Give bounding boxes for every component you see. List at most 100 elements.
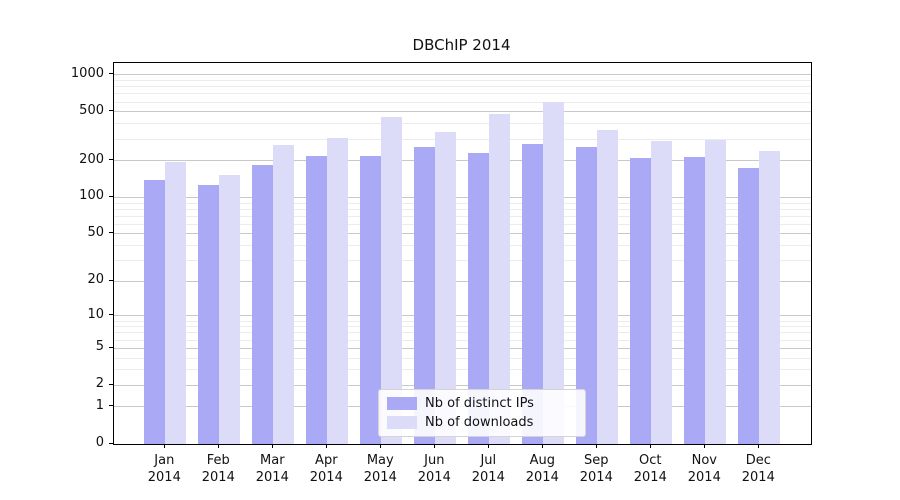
bar-ips-feb <box>198 184 220 444</box>
y-axis-tick <box>109 346 113 348</box>
x-axis-tick-label: Mar 2014 <box>255 453 289 485</box>
x-axis-tick-label: May 2014 <box>363 453 397 485</box>
x-axis-tick-label: Jun 2014 <box>417 453 451 485</box>
bar-downloads-apr <box>327 138 349 444</box>
y-axis-tick-label: 2 <box>95 376 104 392</box>
bar-ips-nov <box>684 157 706 444</box>
y-axis-tick <box>109 383 113 385</box>
plot-area <box>113 62 812 445</box>
y-axis-tick-label: 200 <box>79 151 104 167</box>
minor-gridline <box>114 357 811 359</box>
bar-downloads-sep <box>597 130 619 444</box>
minor-gridline <box>114 93 811 95</box>
legend-swatch-downloads <box>387 416 417 429</box>
y-axis-tick <box>109 110 113 112</box>
bar-ips-jul <box>468 153 490 444</box>
bar-ips-sep <box>576 147 598 444</box>
y-axis-tick <box>109 195 113 197</box>
y-axis-tick-label: 5 <box>95 339 104 355</box>
legend-label-distinct-ips: Nb of distinct IPs <box>425 396 534 411</box>
x-axis-tick <box>649 444 651 448</box>
y-axis-tick <box>109 159 113 161</box>
bar-ips-may <box>360 155 382 444</box>
y-axis-tick <box>109 314 113 316</box>
bar-downloads-aug <box>543 102 565 444</box>
x-axis-tick-label: Feb 2014 <box>201 453 235 485</box>
y-axis-tick-label: 20 <box>87 272 104 288</box>
y-axis-tick <box>109 279 113 281</box>
bar-downloads-dec <box>759 151 781 444</box>
bar-ips-jan <box>144 179 166 444</box>
y-axis-tick-label: 100 <box>79 188 104 204</box>
major-gridline <box>114 196 811 198</box>
x-axis-tick <box>541 444 543 448</box>
y-axis-tick <box>109 442 113 444</box>
minor-gridline <box>114 245 811 247</box>
bar-ips-mar <box>252 164 274 444</box>
x-axis-tick-label: Apr 2014 <box>309 453 343 485</box>
x-axis-tick <box>379 444 381 448</box>
x-axis-tick <box>757 444 759 448</box>
x-axis-tick-label: Jul 2014 <box>471 453 505 485</box>
x-axis-tick <box>595 444 597 448</box>
minor-gridline <box>114 326 811 328</box>
minor-gridline <box>114 86 811 88</box>
minor-gridline <box>114 320 811 322</box>
x-axis-tick <box>163 444 165 448</box>
major-gridline <box>114 233 811 235</box>
x-axis-tick-label: Aug 2014 <box>525 453 559 485</box>
bar-ips-oct <box>630 158 652 444</box>
minor-gridline <box>114 123 811 125</box>
bar-downloads-jul <box>489 114 511 444</box>
minor-gridline <box>114 208 811 210</box>
minor-gridline <box>114 80 811 82</box>
bar-downloads-nov <box>705 140 727 444</box>
minor-gridline <box>114 138 811 140</box>
legend-swatch-distinct-ips <box>387 397 417 410</box>
legend-entry-distinct-ips: Nb of distinct IPs <box>387 396 577 411</box>
legend: Nb of distinct IPs Nb of downloads <box>378 389 586 437</box>
x-axis-tick <box>703 444 705 448</box>
x-axis-tick-label: Oct 2014 <box>633 453 667 485</box>
minor-gridline <box>114 260 811 262</box>
bar-ips-jun <box>414 146 436 444</box>
bar-downloads-jun <box>435 132 457 444</box>
y-axis-tick <box>109 232 113 234</box>
y-axis-tick <box>109 73 113 75</box>
y-axis-tick-label: 500 <box>79 102 104 118</box>
minor-gridline <box>114 369 811 371</box>
major-gridline <box>114 160 811 162</box>
y-axis-tick-label: 1 <box>95 397 104 413</box>
major-gridline <box>114 315 811 317</box>
minor-gridline <box>114 332 811 334</box>
chart-title: DBChIP 2014 <box>412 36 511 54</box>
x-axis-tick-label: Nov 2014 <box>687 453 721 485</box>
bar-downloads-may <box>381 116 403 444</box>
y-axis-tick-label: 1000 <box>70 65 104 81</box>
x-axis-tick <box>217 444 219 448</box>
x-axis-tick-label: Dec 2014 <box>741 453 775 485</box>
major-gridline <box>114 74 811 76</box>
minor-gridline <box>114 215 811 217</box>
y-axis-tick <box>109 405 113 407</box>
y-axis-tick-label: 50 <box>87 224 104 240</box>
minor-gridline <box>114 223 811 225</box>
minor-gridline <box>114 101 811 103</box>
major-gridline <box>114 111 811 113</box>
major-gridline <box>114 280 811 282</box>
minor-gridline <box>114 202 811 204</box>
x-axis-tick-label: Jan 2014 <box>147 453 181 485</box>
x-axis-tick-label: Sep 2014 <box>579 453 613 485</box>
x-axis-tick <box>433 444 435 448</box>
major-gridline <box>114 347 811 349</box>
bar-downloads-oct <box>651 140 673 444</box>
legend-label-downloads: Nb of downloads <box>425 415 534 430</box>
x-axis-tick <box>487 444 489 448</box>
bar-ips-aug <box>522 143 544 444</box>
legend-entry-downloads: Nb of downloads <box>387 415 577 430</box>
bar-ips-apr <box>306 156 328 444</box>
y-axis-tick-label: 10 <box>87 306 104 322</box>
bar-ips-dec <box>738 167 760 444</box>
bar-downloads-jan <box>165 161 187 444</box>
